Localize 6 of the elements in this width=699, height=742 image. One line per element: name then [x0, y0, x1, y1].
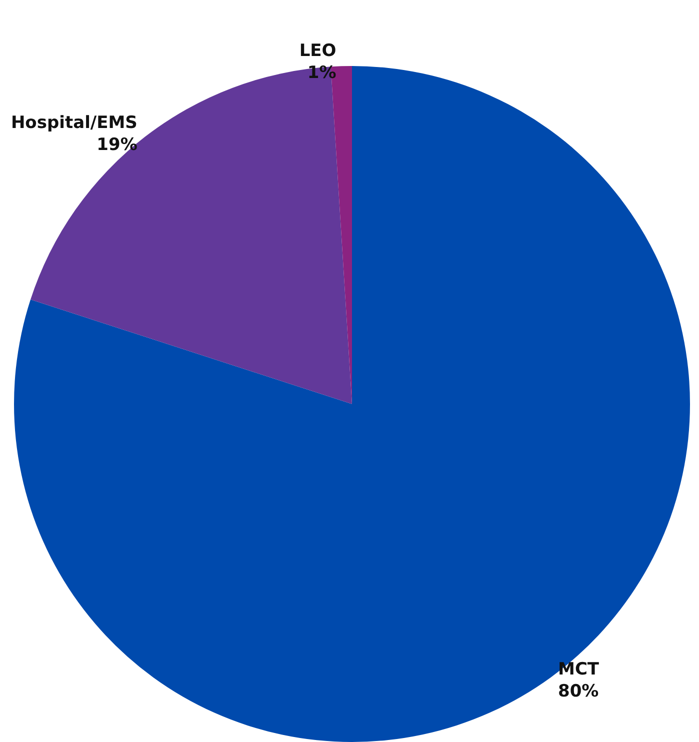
- data-label: 80%: [558, 682, 599, 702]
- data-label: 1%: [307, 63, 336, 84]
- slice-label: LEO: [299, 41, 336, 62]
- slice-label: MCT: [558, 660, 600, 680]
- slice-label: Hospital/EMS: [10, 112, 138, 133]
- data-label: 19%: [96, 134, 138, 155]
